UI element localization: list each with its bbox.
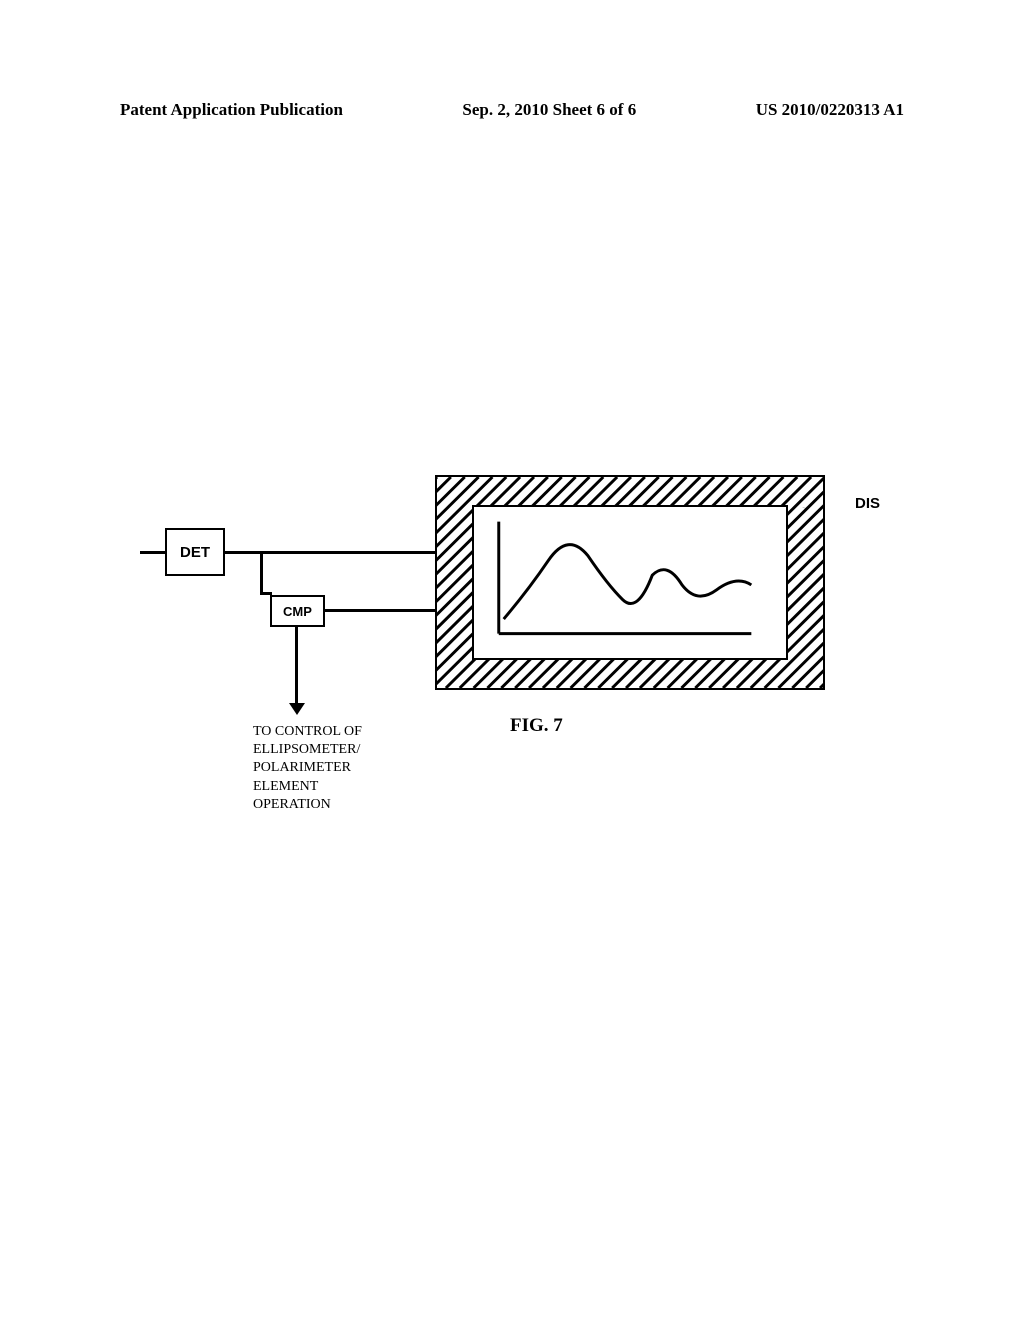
control-line-1: TO CONTROL OF	[253, 723, 362, 741]
control-line-2: ELLIPSOMETER/	[253, 741, 362, 759]
arrow-down-icon	[289, 703, 305, 715]
cmp-computer-block: CMP	[270, 595, 325, 627]
det-detector-block: DET	[165, 528, 225, 576]
figure-number-label: FIG. 7	[510, 715, 563, 737]
chart-curve	[504, 545, 752, 619]
control-line-5: OPERATION	[253, 796, 362, 814]
det-to-cmp-vertical-line	[260, 551, 263, 595]
control-line-3: POLARIMETER	[253, 759, 362, 777]
diagram-figure-7: DET CMP TO CONTROL OF ELLIPSOMETER/ POLA…	[140, 420, 910, 840]
header-date-sheet: Sep. 2, 2010 Sheet 6 of 6	[462, 100, 636, 120]
display-outer-frame	[435, 475, 825, 690]
dis-label: DIS	[855, 495, 880, 512]
waveform-chart	[474, 507, 786, 658]
control-output-text: TO CONTROL OF ELLIPSOMETER/ POLARIMETER …	[253, 723, 362, 814]
header-patent-number: US 2010/0220313 A1	[756, 100, 904, 120]
header-publication: Patent Application Publication	[120, 100, 343, 120]
cmp-output-line	[295, 627, 298, 705]
cmp-label: CMP	[283, 604, 312, 619]
cmp-to-display-line	[325, 609, 435, 612]
page-header: Patent Application Publication Sep. 2, 2…	[0, 100, 1024, 120]
display-screen	[472, 505, 788, 660]
det-input-line	[140, 551, 165, 554]
display-monitor: DIS	[435, 475, 825, 690]
det-to-display-line	[225, 551, 435, 554]
control-line-4: ELEMENT	[253, 778, 362, 796]
det-label: DET	[180, 544, 210, 561]
